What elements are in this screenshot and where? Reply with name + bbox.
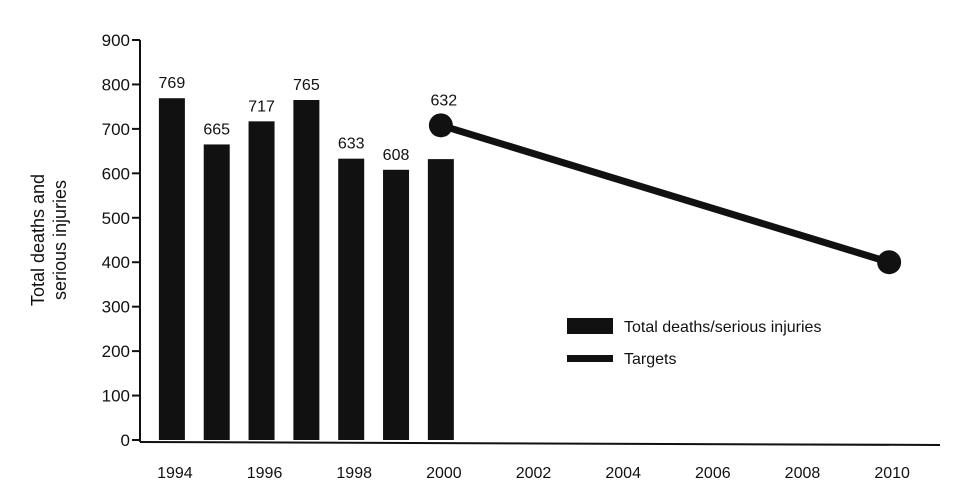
bar-value-label: 769	[159, 75, 186, 92]
bar	[383, 169, 410, 440]
x-tick-label: 2002	[516, 465, 552, 482]
legend-swatch-bar	[567, 318, 613, 334]
y-axis-title: Total deaths and serious injuries	[28, 174, 70, 306]
bars	[158, 98, 454, 440]
x-tick-label: 2004	[605, 465, 641, 482]
legend: Total deaths/serious injuries Targets	[567, 318, 821, 368]
x-tick-label: 2008	[785, 465, 821, 482]
target-line-group: 632	[428, 92, 902, 275]
y-tick-label: 600	[102, 164, 130, 183]
bar	[427, 159, 454, 440]
bar	[248, 121, 275, 440]
x-tick-label: 1996	[247, 465, 283, 482]
y-axis-title-line: serious injuries	[50, 180, 70, 300]
target-line	[439, 121, 891, 266]
y-tick-label: 100	[102, 387, 130, 406]
bar-labels: 769 665 717 765 633 608	[159, 75, 410, 164]
axes	[139, 40, 941, 446]
bar-value-label: 633	[338, 136, 365, 153]
bar-value-label: 608	[383, 147, 410, 164]
target-point-end	[877, 250, 902, 275]
bar-value-label: 765	[293, 77, 320, 94]
x-tick-label: 2006	[695, 465, 731, 482]
legend-label: Total deaths/serious injuries	[624, 319, 821, 336]
x-tick-label: 2010	[874, 465, 910, 482]
x-tick-label: 1994	[157, 465, 193, 482]
target-point-start	[428, 113, 453, 138]
y-tick-label: 400	[102, 253, 130, 272]
bar-value-label: 665	[203, 121, 230, 138]
y-tick-label: 300	[102, 298, 130, 317]
y-axis-title-line: Total deaths and	[28, 174, 48, 306]
legend-swatch-line	[567, 355, 613, 362]
legend-label: Targets	[624, 351, 676, 368]
y-tick-label: 700	[102, 120, 130, 139]
x-tick-label: 1998	[336, 465, 372, 482]
x-axis-labels: 1994 1996 1998 2000 2002 2004 2006 2008 2010	[157, 465, 910, 482]
y-tick-label: 800	[102, 75, 130, 94]
bar	[158, 98, 185, 440]
y-axis-ticks: 0 100 200 300 400 500 600 700 800 900	[102, 31, 140, 450]
bar	[338, 158, 365, 440]
y-tick-label: 200	[102, 342, 130, 361]
y-tick-label: 500	[102, 209, 130, 228]
target-start-label: 632	[431, 92, 458, 109]
bar-value-label: 717	[248, 98, 275, 115]
y-tick-label: 900	[102, 31, 130, 50]
y-tick-label: 0	[121, 431, 130, 450]
bar	[293, 100, 320, 440]
x-axis-line	[139, 441, 941, 446]
bar	[203, 144, 230, 440]
x-tick-label: 2000	[426, 465, 462, 482]
